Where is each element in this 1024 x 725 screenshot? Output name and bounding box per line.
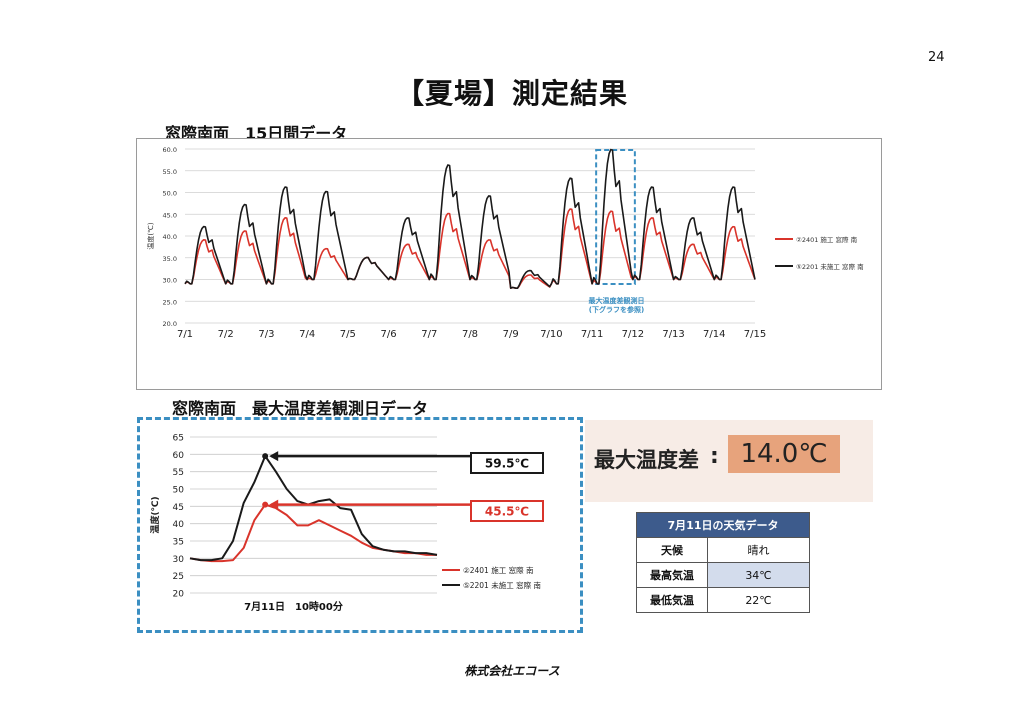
y-axis-label: 温度(℃) <box>149 496 161 533</box>
x-tick-label: 7/1 <box>177 329 193 340</box>
weather-value: 晴れ <box>707 537 810 563</box>
weather-value: 34℃ <box>707 562 810 588</box>
weather-table-title: 7月11日の天気データ <box>636 512 810 538</box>
peak-marker <box>262 501 269 508</box>
y-tick-label: 40.0 <box>163 233 177 241</box>
y-tick-label: 60.0 <box>163 146 177 154</box>
callout-box <box>470 500 544 522</box>
chart-15-days: 20.0 25.0 30.0 35.0 40.0 45.0 50.0 55.0 60.0 温度(℃… <box>136 138 882 390</box>
max-diff-label: 最大温度差 <box>594 448 699 472</box>
chart-15-days-svg: 20.0 25.0 30.0 35.0 40.0 45.0 50.0 55.0 60.0 温度(℃… <box>146 146 864 340</box>
y-tick-label: 45.0 <box>163 211 177 219</box>
y-tick-label: 60 <box>173 451 185 461</box>
legend-label: ⑤2201 未施工 窓際 南 <box>796 262 864 271</box>
x-tick-label: 7/15 <box>744 329 766 340</box>
y-tick-label: 45 <box>173 503 184 513</box>
table-row: 最高気温 34℃ <box>636 562 810 588</box>
y-tick-label: 20 <box>173 590 185 600</box>
y-tick-label: 35 <box>173 538 184 548</box>
y-tick-label: 20.0 <box>163 320 177 328</box>
x-tick-label: 7/3 <box>258 329 274 340</box>
y-tick-label: 55 <box>173 468 184 478</box>
table-row: 天候 晴れ <box>636 537 810 563</box>
company-name: 株式会社エコース <box>464 664 560 678</box>
y-axis-label: 温度(℃) <box>146 222 155 250</box>
series-line-1 <box>189 503 437 563</box>
callout-box <box>470 452 544 474</box>
callout-label: 59.5℃ <box>485 457 529 471</box>
x-tick-label: 7/12 <box>622 329 644 340</box>
y-tick-label: 30 <box>173 555 185 565</box>
x-tick-label: 7/5 <box>340 329 356 340</box>
callout-label: 45.5℃ <box>485 505 529 519</box>
y-tick-label: 65 <box>173 434 184 444</box>
annotation-box <box>595 149 636 285</box>
series-line-2 <box>189 455 438 562</box>
x-tick-label: 7/7 <box>421 329 437 340</box>
weather-table: 7月11日の天気データ 天候 晴れ 最高気温 34℃ 最低気温 22℃ <box>636 512 810 613</box>
annotation-label: 最大温度差観測日 <box>589 296 645 305</box>
weather-table-header: 7月11日の天気データ <box>636 512 810 538</box>
weather-label: 最高気温 <box>636 562 708 588</box>
table-row: 最低気温 22℃ <box>636 587 810 613</box>
x-tick-label: 7/6 <box>381 329 397 340</box>
x-tick-label: 7/2 <box>218 329 234 340</box>
y-tick-label: 35.0 <box>163 255 177 263</box>
legend-label: ⑤2201 未施工 窓際 南 <box>463 580 541 590</box>
y-tick-label: 30.0 <box>163 277 177 285</box>
page-title: 【夏場】測定結果 <box>395 77 628 110</box>
x-tick-label: 7/13 <box>662 329 684 340</box>
x-tick-label: 7/14 <box>703 329 725 340</box>
max-diff-colon: : <box>710 444 719 469</box>
y-tick-label: 25 <box>173 572 184 582</box>
chart-max-diff-day: 20 25 30 35 40 45 50 55 60 65 温度(℃) 7月11日 10時00分 ②24… <box>137 417 583 633</box>
series-line-2 <box>184 148 756 289</box>
page-number: 24 <box>928 50 945 65</box>
chart-max-diff-day-svg: 20 25 30 35 40 45 50 55 60 65 温度(℃) 7月11日 10時00分 ②24… <box>149 434 544 613</box>
x-tick-label: 7/8 <box>462 329 478 340</box>
x-tick-label: 7/4 <box>299 329 315 340</box>
legend-label: ②2401 施工 窓際 南 <box>796 235 858 244</box>
weather-label: 天候 <box>636 537 708 563</box>
y-tick-label: 40 <box>173 520 185 530</box>
annotation-label: (下グラフを参照) <box>589 305 644 314</box>
max-diff-value: 14.0℃ <box>728 435 840 473</box>
x-axis-label: 7月11日 10時00分 <box>244 600 343 613</box>
weather-label: 最低気温 <box>636 587 708 613</box>
x-tick-label: 7/11 <box>581 329 603 340</box>
section-title-max-diff-day: 窓際南面 最大温度差観測日データ <box>172 399 429 418</box>
legend-label: ②2401 施工 窓際 南 <box>463 565 534 575</box>
weather-value: 22℃ <box>707 587 810 613</box>
callout-arrow-head <box>269 451 279 462</box>
y-tick-label: 55.0 <box>163 168 177 176</box>
peak-marker <box>262 453 269 460</box>
callout-arrow-head <box>269 499 279 510</box>
y-tick-label: 50 <box>173 486 185 496</box>
y-tick-label: 25.0 <box>163 298 177 306</box>
y-tick-label: 50.0 <box>163 190 177 198</box>
x-tick-label: 7/9 <box>503 329 519 340</box>
x-tick-label: 7/10 <box>540 329 562 340</box>
